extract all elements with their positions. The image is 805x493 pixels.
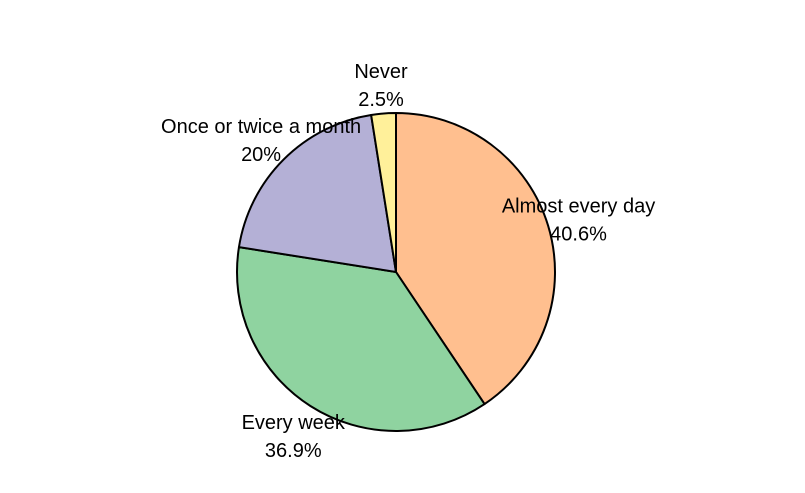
slice-value-label-never: 2.5% xyxy=(358,89,404,111)
pie-slice-almost-every-day xyxy=(395,112,556,406)
slice-label-every-week: Every week xyxy=(242,412,346,434)
slice-label-never: Never xyxy=(354,61,408,83)
slice-value-label-almost-every-day: 40.6% xyxy=(550,223,607,245)
slice-value-label-every-week: 36.9% xyxy=(265,440,322,462)
pie-slice-never xyxy=(370,112,397,273)
pie-slice-once-or-twice-a-month xyxy=(237,113,397,273)
slices-layer xyxy=(236,112,556,432)
slice-label-once-or-twice-a-month: Once or twice a month xyxy=(161,116,361,138)
slice-label-almost-every-day: Almost every day xyxy=(502,195,655,217)
slice-value-label-once-or-twice-a-month: 20% xyxy=(241,144,281,166)
labels-layer: Almost every day 40.6% Every week 36.9% Once… xyxy=(161,61,655,462)
pie-slice-every-week xyxy=(236,246,486,432)
